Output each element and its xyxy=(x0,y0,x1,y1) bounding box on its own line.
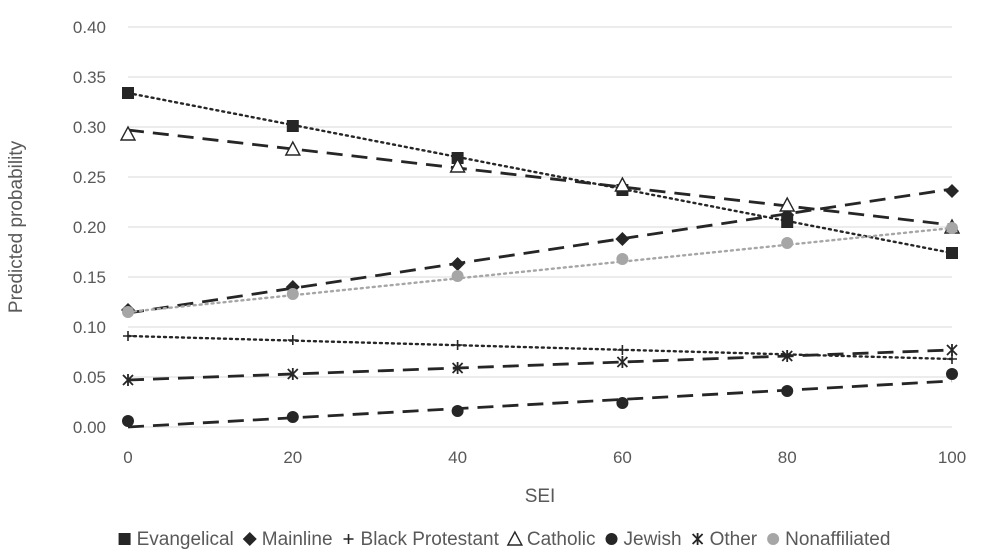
data-point xyxy=(946,368,958,380)
x-tick-label: 40 xyxy=(448,448,467,467)
legend-marker xyxy=(691,533,704,545)
trend-line xyxy=(127,128,953,227)
legend-label: Mainline xyxy=(262,529,333,550)
y-tick-label: 0.25 xyxy=(73,168,106,187)
y-tick-label: 0.15 xyxy=(73,268,106,287)
legend-marker xyxy=(605,533,618,545)
data-point xyxy=(287,368,299,380)
x-tick-label: 20 xyxy=(283,448,302,467)
data-point xyxy=(781,237,794,249)
data-point xyxy=(617,345,628,355)
data-point xyxy=(616,356,629,368)
x-axis-title: SEI xyxy=(525,486,556,507)
data-point xyxy=(946,247,958,259)
data-point xyxy=(449,157,466,173)
x-tick-label: 100 xyxy=(938,448,966,467)
data-point xyxy=(616,397,629,409)
data-point xyxy=(122,415,134,427)
data-point xyxy=(779,196,796,212)
y-tick-label: 0.00 xyxy=(73,418,106,437)
trend-line xyxy=(126,91,954,255)
y-tick-label: 0.20 xyxy=(73,218,106,237)
data-point xyxy=(286,411,299,423)
data-point xyxy=(450,257,465,271)
y-tick-labels: 0.00 0.05 0.10 0.15 0.20 0.25 0.30 0.35 0.40 xyxy=(73,18,106,437)
legend-label: Black Protestant xyxy=(361,529,500,550)
legend-marker xyxy=(506,530,524,546)
data-point xyxy=(119,125,137,141)
x-tick-label: 60 xyxy=(613,448,632,467)
legend-marker xyxy=(242,532,257,546)
data-point xyxy=(286,120,299,132)
trend-line xyxy=(127,348,953,382)
legend-marker xyxy=(118,533,131,545)
trend-line xyxy=(127,379,953,429)
data-point xyxy=(616,253,629,265)
data-point xyxy=(122,374,134,386)
data-markers xyxy=(119,87,961,427)
legend-label: Catholic xyxy=(527,529,596,550)
legend: Evangelical Mainline Black Protestant Catho… xyxy=(118,529,890,550)
data-point xyxy=(945,184,959,198)
data-point xyxy=(781,385,794,397)
legend-label: Evangelical xyxy=(137,529,234,550)
data-point xyxy=(614,176,631,192)
data-point xyxy=(946,222,958,234)
legend-label: Nonaffiliated xyxy=(785,529,890,550)
y-tick-label: 0.30 xyxy=(73,118,106,137)
x-tick-label: 80 xyxy=(778,448,797,467)
y-tick-label: 0.05 xyxy=(73,368,106,387)
data-point xyxy=(946,344,958,356)
gridlines xyxy=(128,26,952,428)
legend-marker xyxy=(343,534,354,544)
data-point xyxy=(286,288,299,300)
trend-line xyxy=(127,187,953,315)
legend-marker xyxy=(767,533,780,545)
x-tick-labels: 0 20 40 60 80 100 xyxy=(123,448,966,467)
y-tick-label: 0.40 xyxy=(73,18,106,37)
legend-label: Other xyxy=(710,529,758,550)
y-tick-label: 0.35 xyxy=(73,68,106,87)
legend-label: Jewish xyxy=(624,529,682,550)
data-point xyxy=(284,140,301,156)
x-tick-label: 0 xyxy=(123,448,132,467)
data-point xyxy=(451,405,464,417)
data-point xyxy=(781,350,793,362)
y-axis-title: Predicted probability xyxy=(6,140,27,313)
data-point xyxy=(123,331,133,341)
trend-line xyxy=(126,226,954,314)
data-point xyxy=(122,306,134,318)
y-tick-label: 0.10 xyxy=(73,318,106,337)
data-point xyxy=(451,362,464,374)
data-point xyxy=(451,270,464,282)
data-point xyxy=(122,87,134,99)
trend-lines xyxy=(126,91,954,429)
data-point xyxy=(615,232,630,246)
data-point xyxy=(452,340,463,350)
data-point xyxy=(287,335,298,345)
